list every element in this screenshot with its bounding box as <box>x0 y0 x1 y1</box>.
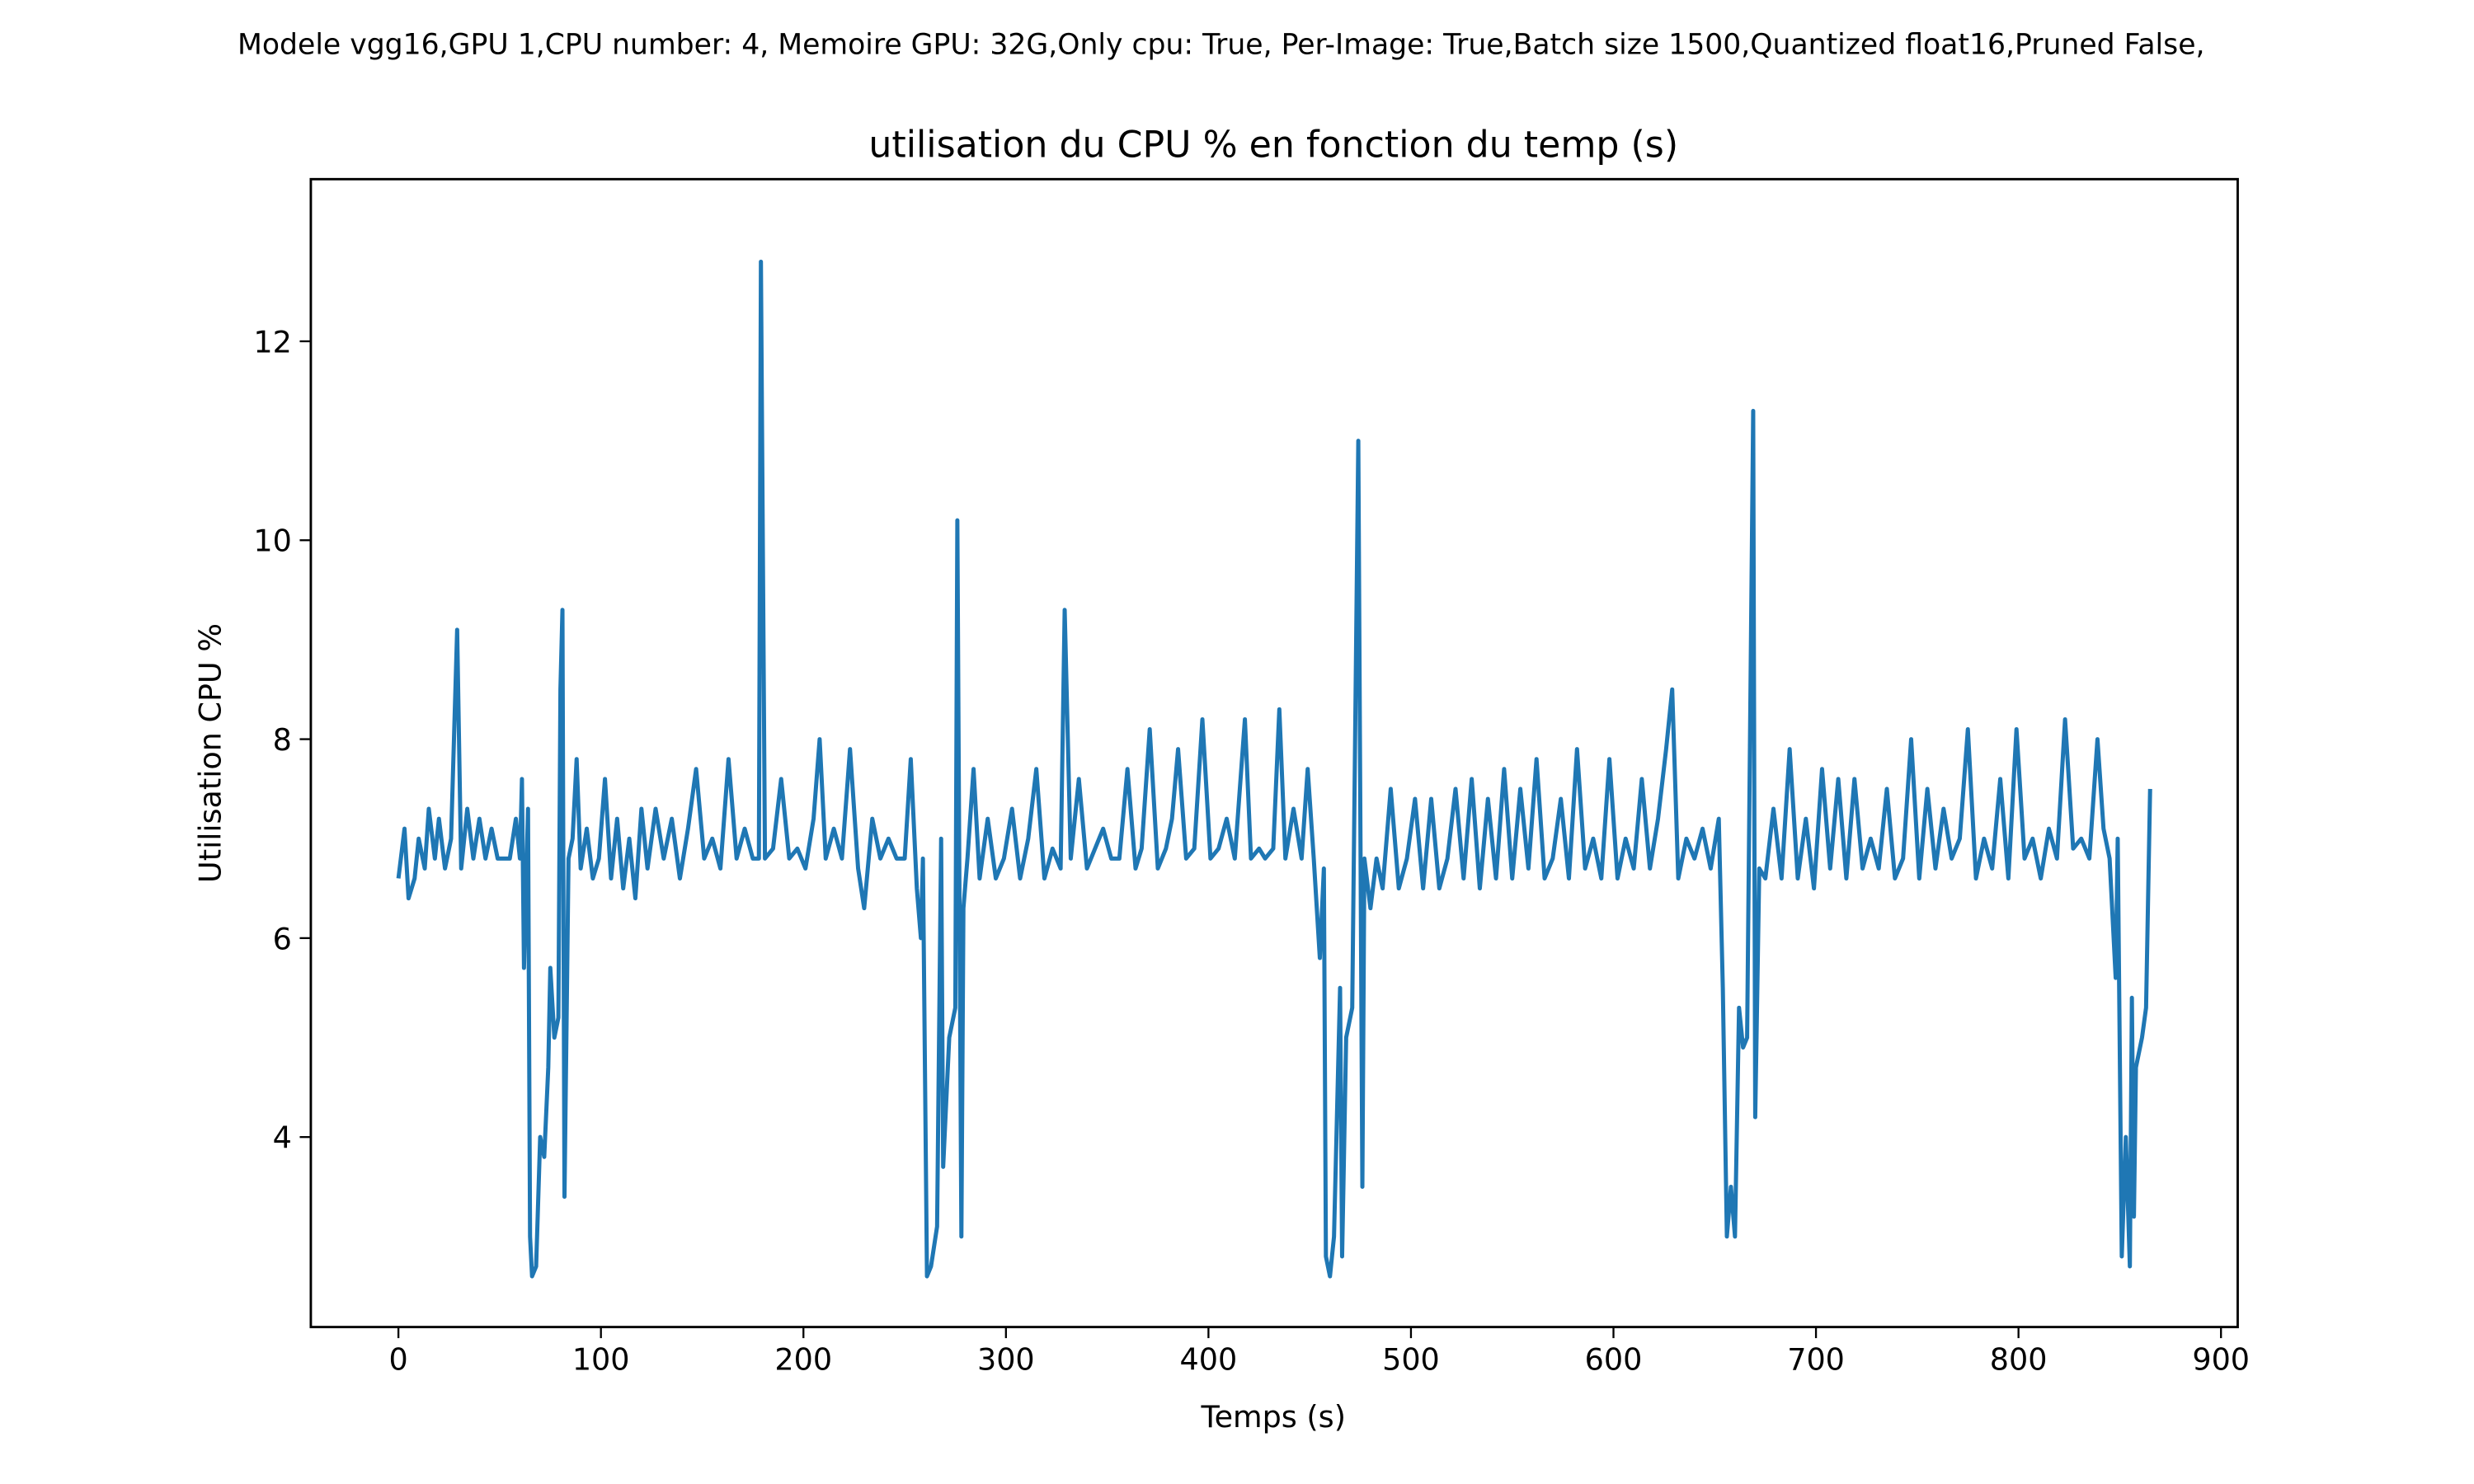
x-tick-label: 500 <box>1382 1342 1440 1378</box>
suptitle: Modele vgg16,GPU 1,CPU number: 4, Memoir… <box>238 28 2204 61</box>
x-tick-label: 100 <box>572 1342 630 1378</box>
x-tick-label: 300 <box>977 1342 1035 1378</box>
y-tick-label: 10 <box>253 524 291 559</box>
y-tick-label: 8 <box>273 722 292 758</box>
x-tick-label: 200 <box>774 1342 832 1378</box>
x-tick-label: 800 <box>1990 1342 2048 1378</box>
x-axis-label: Temps (s) <box>1200 1399 1345 1435</box>
axes-frame <box>309 177 2239 1329</box>
y-tick-label: 4 <box>273 1120 292 1156</box>
y-tick-label: 12 <box>253 324 291 359</box>
x-tick-label: 0 <box>389 1342 408 1378</box>
x-tick-label: 900 <box>2192 1342 2250 1378</box>
y-axis-label: Utilisation CPU % <box>192 623 228 883</box>
x-tick-label: 600 <box>1585 1342 1643 1378</box>
x-tick-label: 400 <box>1180 1342 1238 1378</box>
x-tick-label: 700 <box>1787 1342 1845 1378</box>
line-series <box>396 259 2152 1279</box>
chart-title: utilisation du CPU % en fonction du temp… <box>868 124 1678 166</box>
plot-area: 0 100 200 300 400 500 600 700 800 900 4 6 8 10 12 <box>253 259 2250 1378</box>
y-tick-label: 6 <box>273 921 292 956</box>
